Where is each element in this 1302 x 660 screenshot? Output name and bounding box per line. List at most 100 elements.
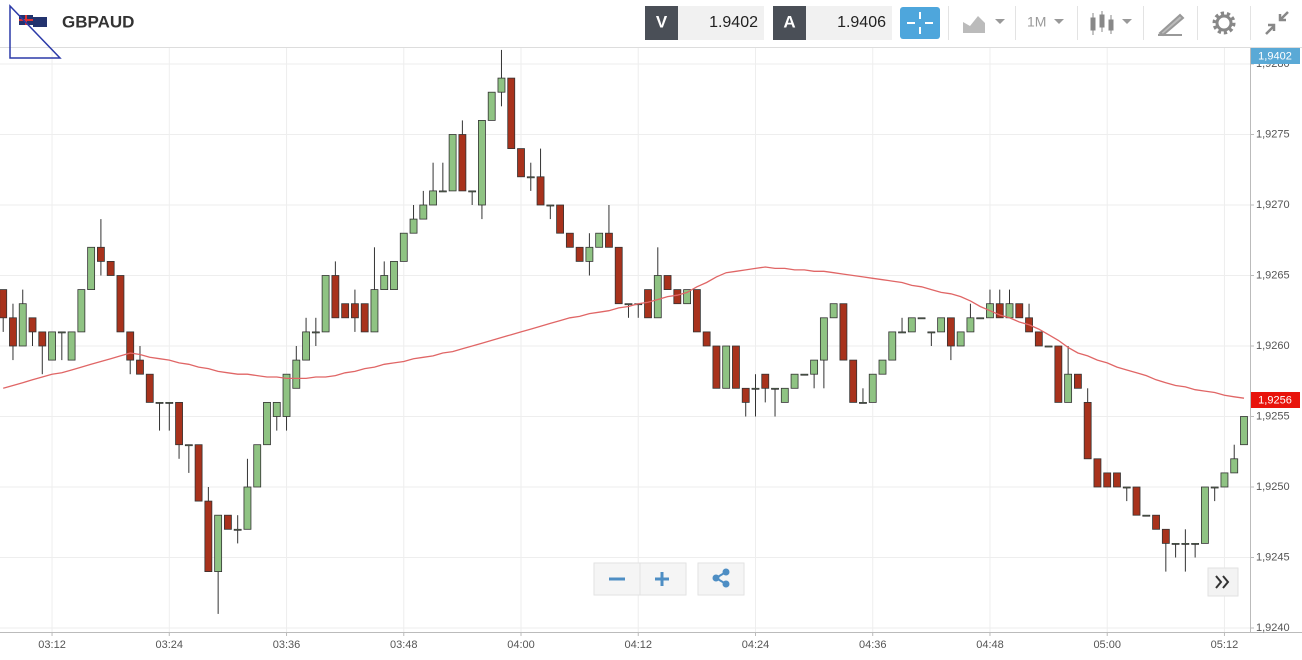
candle-body [810,359,819,375]
candle-body [116,275,125,333]
candle-body [1005,303,1014,319]
candle-body [1044,345,1053,348]
candle-body [849,359,858,403]
candle-body [878,359,887,375]
candle-body [517,148,525,178]
candle-body [556,204,564,234]
x-tick-label: 04:36 [859,639,887,651]
x-tick-label: 04:00 [507,639,535,651]
x-tick-label: 05:12 [1211,639,1239,651]
candle-body [536,176,545,206]
candle-style-button[interactable] [1090,11,1132,35]
candle-body [1181,543,1190,545]
candle-body [1054,345,1063,403]
zoom-out-button[interactable] [593,562,641,596]
sell-label: V [656,12,668,31]
candle-body [214,514,223,573]
candle-body [331,275,340,319]
candle-body [1240,416,1248,446]
candle-body [458,134,467,192]
price-tag: 1,9256 [1258,394,1292,406]
candle-body [272,401,281,417]
candle-body [67,331,76,361]
candle-body [194,444,203,502]
candle-body [448,134,457,192]
price-tag-bg [1251,392,1300,408]
candle-body [937,317,946,333]
candle-body [683,289,691,305]
candle-body [360,303,369,333]
settings-button[interactable] [1212,11,1236,35]
x-tick-label: 03:12 [38,639,66,651]
candle-body [311,331,320,334]
candle-body [1083,401,1092,460]
y-tick-label: 1,9245 [1256,551,1290,563]
candle-body [653,275,662,319]
candle-body [351,303,359,319]
candle-body [9,317,17,347]
buy-button[interactable]: A 1.9406 [773,6,892,40]
candle-body [917,317,926,320]
candle-body [224,514,232,530]
candle-body [761,373,770,389]
candle-body [487,91,496,121]
candle-body [907,317,916,333]
chart-type-button[interactable] [963,16,1005,33]
y-tick-label: 1,9265 [1256,269,1290,281]
buy-label: A [783,12,795,31]
y-tick-label: 1,9260 [1256,340,1290,352]
candle-body [204,500,213,573]
candle-body [145,373,154,403]
scroll-right-button[interactable] [1207,567,1239,597]
candle-body [605,232,613,248]
drawing-triangle [9,4,62,59]
candle-body [995,303,1004,319]
candle-body [839,303,848,361]
candle-body [565,232,574,248]
candle-body [184,444,193,447]
x-tick-label: 03:36 [273,639,301,651]
candle-body [57,331,66,334]
candle-body [859,401,867,404]
candle-body [868,373,877,403]
candle-body [390,260,398,290]
candle-body [399,232,408,262]
sell-button[interactable]: V 1.9402 [645,6,764,40]
candle-body [800,373,809,376]
candle-body [526,176,535,179]
candle-body [966,317,975,333]
candle-body [673,289,682,305]
candle-body [1015,303,1024,319]
candle-body [1074,373,1082,389]
x-tick-label: 04:48 [976,639,1004,651]
crosshair-button[interactable] [900,7,940,39]
candle-body [1122,486,1131,489]
candle-body [614,246,623,305]
candle-body [468,190,477,193]
x-tick-label: 04:24 [742,639,770,651]
candle-body [898,331,906,334]
candle-body [478,120,486,206]
timeframe-button[interactable]: 1M [1027,14,1064,30]
candle-body [292,359,301,389]
candle-body [429,190,437,206]
collapse-button[interactable] [1265,11,1289,35]
candle-body [771,387,779,390]
zoom-in-button[interactable] [639,562,687,596]
share-button[interactable] [697,562,745,596]
candle-body [28,317,37,333]
candle-body [380,275,389,291]
candle-body [321,275,330,333]
x-tick-label: 05:00 [1093,639,1121,651]
draw-button[interactable] [1158,13,1185,37]
candle-body [370,289,379,333]
candle-body [409,218,418,234]
candle-body [48,331,56,361]
candle-body [976,317,985,320]
candle-body [702,331,711,347]
candle-body [1093,458,1102,488]
x-tick-label: 03:48 [390,639,418,651]
candle-body [575,246,584,262]
candle-body [38,331,47,347]
